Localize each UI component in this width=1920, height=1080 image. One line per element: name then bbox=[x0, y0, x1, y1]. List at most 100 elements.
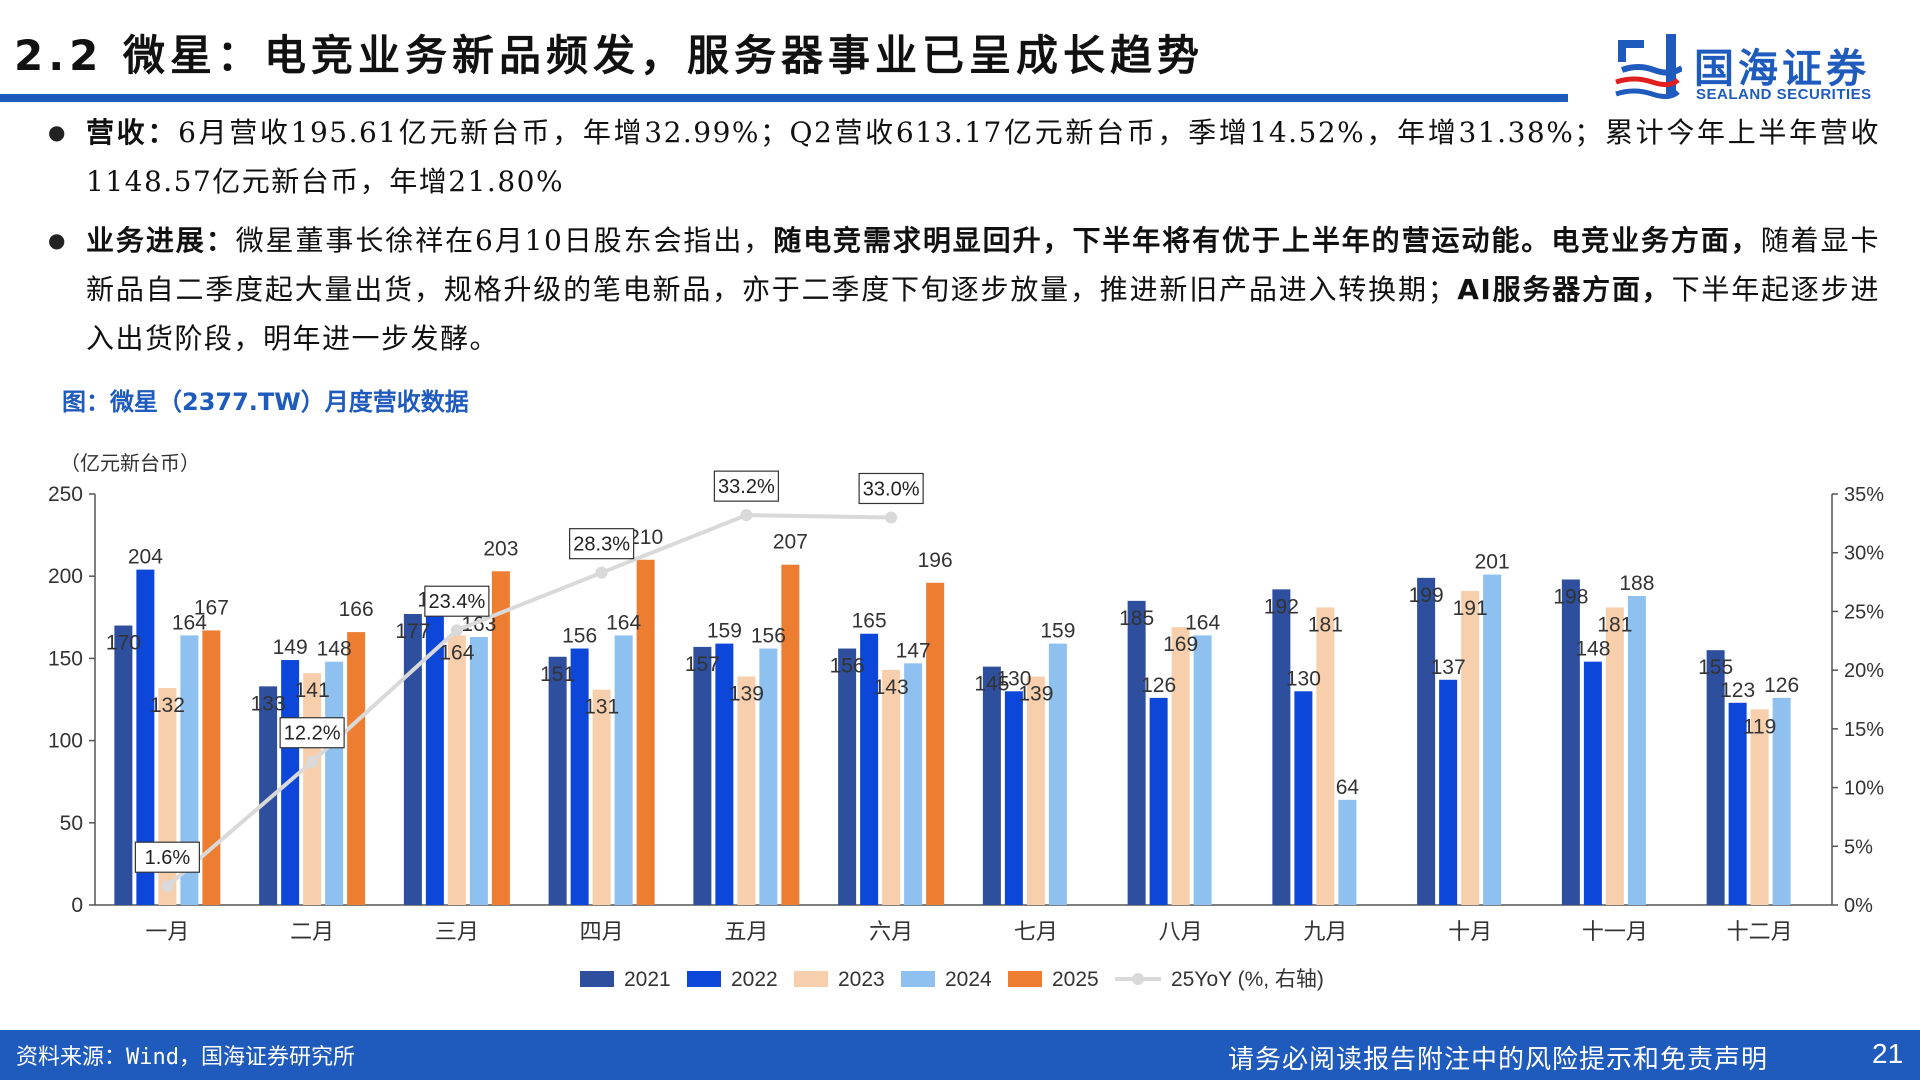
bar-2022 bbox=[136, 569, 155, 905]
y-tick-label: 150 bbox=[48, 647, 83, 670]
bar-2024 bbox=[1048, 643, 1067, 905]
yoy-label: 1.6% bbox=[145, 847, 191, 869]
legend-label: 2024 bbox=[945, 968, 992, 991]
bar-value-label: 159 bbox=[1040, 620, 1075, 643]
bar-value-label: 143 bbox=[874, 676, 909, 699]
bar-value-label: 130 bbox=[1286, 667, 1321, 690]
bar-2022 bbox=[1439, 679, 1458, 905]
legend-swatch-yoy-point bbox=[1132, 973, 1144, 985]
legend-swatch-2022 bbox=[687, 971, 721, 987]
bar-2021 bbox=[259, 686, 278, 905]
bar-2022 bbox=[425, 612, 444, 905]
x-tick-label: 八月 bbox=[1159, 919, 1203, 944]
bar-value-label: 130 bbox=[996, 667, 1031, 690]
bar-2021 bbox=[548, 656, 567, 905]
bar-2021 bbox=[1127, 600, 1146, 905]
bar-value-label: 139 bbox=[1018, 682, 1053, 705]
bar-2025 bbox=[202, 630, 221, 905]
legend-label: 2025 bbox=[1052, 968, 1099, 991]
bar-2024 bbox=[1627, 595, 1646, 905]
bar-value-label: 191 bbox=[1453, 597, 1488, 620]
x-tick-label: 六月 bbox=[869, 919, 913, 944]
bar-value-label: 156 bbox=[751, 625, 786, 648]
yoy-label: 12.2% bbox=[284, 723, 341, 745]
x-tick-label: 七月 bbox=[1014, 919, 1058, 944]
legend-swatch-2025 bbox=[1008, 971, 1042, 987]
sealand-logo-icon bbox=[1615, 34, 1682, 100]
bullet-revenue: 营收：6月营收195.61亿元新台币，年增32.99%；Q2营收613.17亿元… bbox=[48, 108, 1880, 206]
bar-value-label: 126 bbox=[1141, 674, 1176, 697]
bar-value-label: 188 bbox=[1619, 572, 1654, 595]
legend-swatch-2024 bbox=[901, 971, 935, 987]
bar-value-label: 132 bbox=[150, 694, 185, 717]
bar-2021 bbox=[403, 614, 422, 905]
company-logo: 国海证券 SEALAND SECURITIES bbox=[1612, 34, 1908, 106]
yoy-point bbox=[450, 624, 463, 637]
bar-value-label: 131 bbox=[584, 696, 619, 719]
bullet-text: 6月营收195.61亿元新台币，年增32.99%；Q2营收613.17亿元新台币… bbox=[86, 116, 1880, 198]
x-tick-label: 十月 bbox=[1448, 919, 1492, 944]
bar-value-label: 167 bbox=[194, 596, 229, 619]
bullet-label: 营收： bbox=[86, 116, 179, 149]
x-tick-label: 二月 bbox=[290, 919, 334, 944]
y-tick-label: 100 bbox=[48, 730, 83, 753]
yoy-label: 23.4% bbox=[429, 591, 486, 613]
bar-value-label: 148 bbox=[317, 638, 352, 661]
figure-title: 图：微星（2377.TW）月度营收数据 bbox=[62, 388, 469, 416]
bar-value-label: 204 bbox=[128, 546, 163, 569]
bullet-list: 营收：6月营收195.61亿元新台币，年增32.99%；Q2营收613.17亿元… bbox=[48, 108, 1880, 373]
bar-2025 bbox=[636, 559, 655, 905]
bar-value-label: 123 bbox=[1720, 679, 1755, 702]
yoy-point bbox=[740, 509, 753, 522]
bar-2023 bbox=[303, 673, 322, 905]
y2-tick-label: 35% bbox=[1844, 484, 1884, 506]
bar-2021 bbox=[982, 666, 1001, 905]
bar-value-label: 155 bbox=[1698, 656, 1733, 679]
yoy-point bbox=[595, 566, 608, 579]
yoy-label: 28.3% bbox=[573, 534, 630, 556]
y-tick-label: 50 bbox=[60, 812, 83, 835]
bar-2022 bbox=[860, 633, 879, 905]
bar-value-label: 137 bbox=[1431, 656, 1466, 679]
bar-value-label: 164 bbox=[606, 611, 641, 634]
bar-value-label: 177 bbox=[395, 620, 430, 643]
bar-2023 bbox=[592, 689, 611, 905]
bar-value-label: 169 bbox=[1163, 633, 1198, 656]
yoy-label-box bbox=[713, 470, 779, 502]
bar-2023 bbox=[447, 635, 466, 905]
bar-2023 bbox=[1750, 709, 1769, 905]
bar-value-label: 141 bbox=[295, 679, 330, 702]
bar-value-label: 199 bbox=[1409, 584, 1444, 607]
bar-2024 bbox=[759, 648, 778, 905]
bar-2021 bbox=[114, 625, 133, 905]
bar-value-label: 185 bbox=[1119, 607, 1154, 630]
bullet-bold-text: AI服务器方面， bbox=[1457, 273, 1672, 306]
bar-2025 bbox=[926, 582, 945, 905]
bar-value-label: 196 bbox=[918, 549, 953, 572]
bar-value-label: 133 bbox=[251, 692, 286, 715]
bar-value-label: 159 bbox=[707, 620, 742, 643]
bar-value-label: 157 bbox=[685, 653, 720, 676]
bar-value-label: 203 bbox=[483, 537, 518, 560]
bar-2021 bbox=[1706, 650, 1725, 905]
bar-2022 bbox=[1583, 661, 1602, 905]
footer-disclaimer: 请务必阅读报告附注中的风险提示和免责声明 bbox=[1228, 1045, 1769, 1075]
bar-2023 bbox=[1316, 607, 1335, 905]
bar-2022 bbox=[570, 648, 589, 905]
bar-2022 bbox=[1004, 691, 1023, 905]
y-tick-label: 250 bbox=[48, 483, 83, 506]
footer-source: 资料来源：Wind，国海证券研究所 bbox=[16, 1045, 355, 1070]
legend-swatch-2021 bbox=[580, 971, 614, 987]
yoy-label-box bbox=[134, 841, 200, 873]
yoy-label: 33.2% bbox=[718, 476, 775, 498]
yoy-label: 33.0% bbox=[863, 478, 920, 500]
bar-value-label: 156 bbox=[562, 625, 597, 648]
yoy-line bbox=[166, 513, 892, 888]
title-divider bbox=[0, 94, 1568, 102]
bar-2021 bbox=[838, 648, 857, 905]
bar-2023 bbox=[1605, 607, 1624, 905]
bar-value-label: 164 bbox=[1185, 611, 1220, 634]
bar-2021 bbox=[1417, 577, 1436, 905]
bar-2024 bbox=[1193, 635, 1212, 905]
bar-2022 bbox=[715, 643, 734, 905]
